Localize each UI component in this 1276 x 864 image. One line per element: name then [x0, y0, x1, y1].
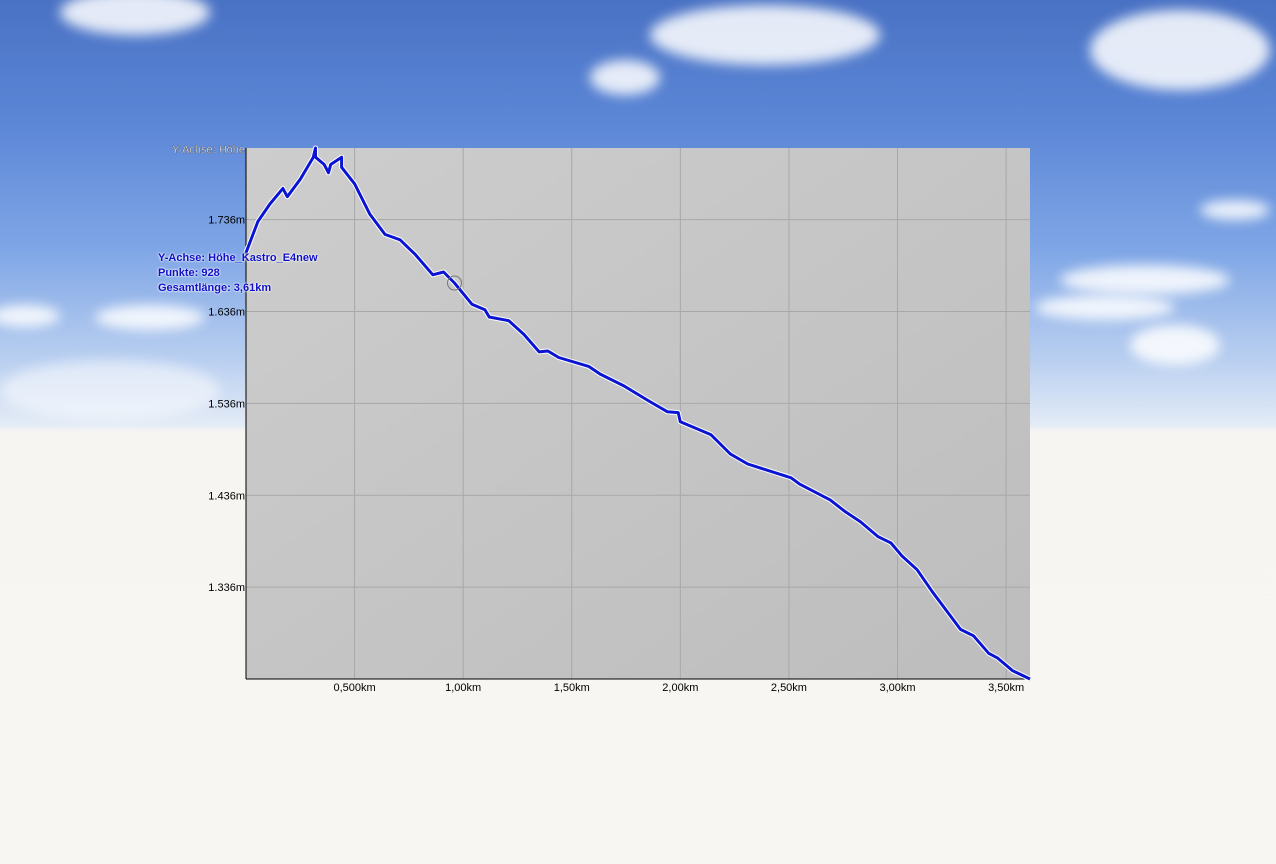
y-tick-label: 1.336m: [208, 582, 245, 594]
cloud: [1200, 200, 1270, 220]
y-tick-label: 1.636m: [208, 307, 245, 319]
series-label: Y-Achse: Höhe_Kastro_E4new: [158, 252, 318, 264]
points-count: Punkte: 928: [158, 267, 220, 279]
y-axis-title: Y-Achse: Höhe: [172, 144, 245, 156]
x-tick-label: 1,00km: [445, 682, 481, 694]
series-line: [244, 146, 1031, 681]
cloud: [0, 305, 60, 327]
plot-area: [246, 148, 1030, 679]
x-tick-label: 2,50km: [771, 682, 807, 694]
cloud: [95, 305, 205, 330]
cloud: [590, 60, 660, 95]
x-tick-label: 2,00km: [662, 682, 698, 694]
y-tick-label: 1.536m: [208, 398, 245, 410]
cloud: [1035, 295, 1175, 320]
x-tick-label: 0,500km: [333, 682, 375, 694]
cloud: [0, 360, 220, 420]
x-tick-label: 1,50km: [554, 682, 590, 694]
x-tick-label: 3,50km: [988, 682, 1024, 694]
y-tick-label: 1.736m: [208, 215, 245, 227]
cloud: [60, 0, 210, 35]
cloud: [1060, 265, 1230, 295]
y-tick-label: 1.436m: [208, 490, 245, 502]
x-tick-label: 3,00km: [879, 682, 915, 694]
total-length: Gesamtlänge: 3,61km: [158, 282, 272, 294]
series-info: Y-Achse: Höhe_Kastro_E4new Punkte: 928 G…: [158, 251, 318, 296]
cloud: [1130, 325, 1220, 365]
position-marker: [446, 275, 462, 291]
cloud: [650, 5, 880, 65]
cloud: [1090, 10, 1270, 90]
